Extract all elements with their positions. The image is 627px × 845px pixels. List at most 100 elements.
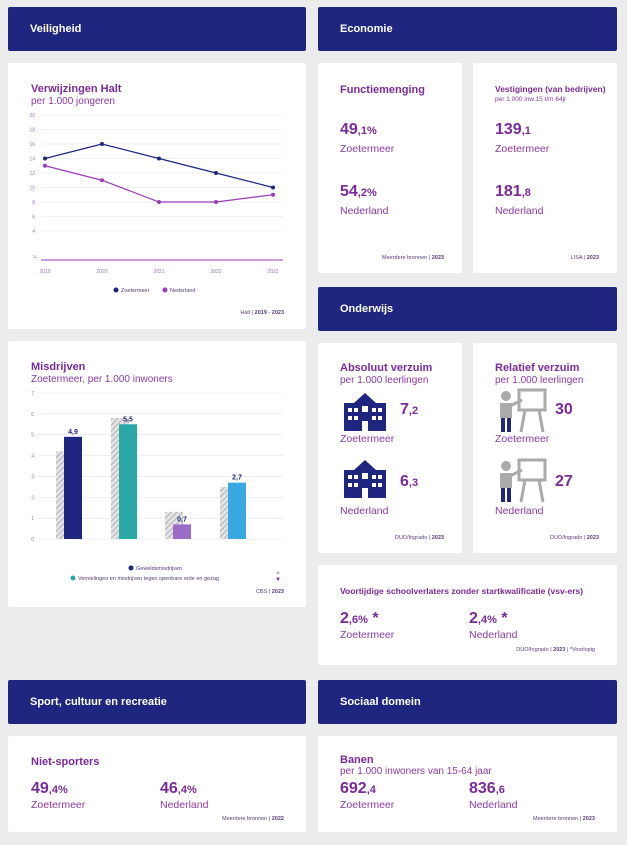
section-header-sociaal: Sociaal domein — [318, 680, 617, 724]
nietsporters-value-zoetermeer: 49,4% — [31, 780, 68, 797]
x-tick-label: 2023 — [267, 269, 278, 275]
vestigingen-value-nederland: 181,8 — [495, 183, 531, 200]
vestigingen-label-nederland: Nederland — [495, 205, 544, 217]
section-title: Onderwijs — [340, 303, 394, 315]
relatief-card: Relatief verzuim per 1.000 leerlingen 30… — [473, 343, 617, 553]
series-line-nederland — [44, 165, 274, 203]
banen-value-nederland: 836,6 — [469, 780, 505, 797]
legend-marker — [162, 287, 168, 293]
data-point — [157, 156, 161, 161]
data-point — [157, 200, 161, 204]
absoluut-label-zoetermeer: Zoetermeer — [340, 433, 395, 445]
halt-subtitle: per 1.000 jongeren — [31, 96, 115, 107]
absoluut-value-nederland: 6,3 — [400, 473, 419, 490]
vsv-title: Voortijdige schoolverlaters zonder start… — [340, 586, 584, 596]
legend-marker — [128, 565, 134, 571]
y-tick-label: 1 — [31, 516, 34, 522]
relatief-source: DUO/Ingrado | 2023 — [549, 535, 599, 541]
y-tick-label: 5 — [31, 433, 34, 439]
bar-vernieling — [173, 524, 191, 539]
nietsporters-label-zoetermeer: Zoetermeer — [31, 799, 86, 811]
legend-label: Vernielingen en misdrijven tegen openbar… — [78, 576, 219, 582]
section-title: Economie — [340, 23, 393, 35]
data-label: 2,7 — [232, 475, 242, 482]
data-point — [271, 185, 275, 190]
teacher-icon — [500, 458, 547, 503]
legend-label: Nederland — [170, 288, 195, 294]
nietsporters-source: Meerdere bronnen | 2022 — [221, 816, 284, 822]
x-tick-label: 2020 — [96, 269, 107, 275]
halt-card: Verwijzingen Halt per 1.000 jongeren 20 1… — [8, 63, 306, 329]
vestigingen-card: Vestigingen (van bedrijven) per 1.000 in… — [473, 63, 617, 273]
nietsporters-label-nederland: Nederland — [160, 799, 209, 811]
functiemenging-source: Meerdere bronnen | 2023 — [381, 255, 444, 261]
data-point — [271, 192, 275, 197]
y-tick-label: 8 — [32, 200, 35, 206]
bar-vernieling — [119, 424, 137, 539]
y-tick-label: 6 — [31, 412, 34, 418]
data-point — [100, 178, 104, 183]
section-title: Sociaal domein — [340, 696, 421, 708]
legend-marker — [70, 575, 76, 581]
vsv-value-nederland: 2,4% * — [469, 610, 508, 627]
axis-break-icon: ≈ — [33, 254, 37, 261]
relatief-label-nederland: Nederland — [495, 505, 544, 517]
banen-title: Banen — [340, 754, 374, 766]
legend-scroll-up-icon: ▲ — [275, 570, 281, 576]
section-header-economie: Economie — [318, 7, 617, 51]
halt-source: Halt | 2019 - 2023 — [240, 310, 284, 316]
absoluut-label-nederland: Nederland — [340, 505, 389, 517]
vestigingen-value-zoetermeer: 139,1 — [495, 121, 531, 138]
school-icon — [344, 393, 386, 431]
vestigingen-source: LISA | 2023 — [570, 255, 599, 261]
vsv-label-zoetermeer: Zoetermeer — [340, 629, 395, 641]
misdrijven-title: Misdrijven — [31, 361, 86, 373]
functiemenging-card: Functiemenging 49,1% Zoetermeer 54,2% Ne… — [318, 63, 462, 273]
functiemenging-value-zoetermeer: 49,1% — [340, 121, 377, 138]
y-tick-label: 18 — [29, 128, 35, 134]
section-header-veiligheid: Veiligheid — [8, 7, 306, 51]
vsv-label-nederland: Nederland — [469, 629, 518, 641]
banen-label-zoetermeer: Zoetermeer — [340, 799, 395, 811]
series-line-zoetermeer — [44, 143, 274, 189]
teacher-icon — [500, 388, 547, 433]
misdrijven-source: CBS | 2023 — [255, 589, 284, 595]
vestigingen-label-zoetermeer: Zoetermeer — [495, 143, 550, 155]
absoluut-card: Absoluut verzuim per 1.000 leerlingen 7,… — [318, 343, 462, 553]
y-tick-label: 6 — [32, 215, 35, 221]
absoluut-value-zoetermeer: 7,2 — [400, 401, 419, 418]
banen-value-zoetermeer: 692,4 — [340, 780, 376, 797]
functiemenging-title: Functiemenging — [340, 84, 425, 96]
data-point — [214, 171, 218, 175]
data-point — [43, 163, 47, 168]
functiemenging-label-zoetermeer: Zoetermeer — [340, 143, 395, 155]
functiemenging-label-nederland: Nederland — [340, 205, 389, 217]
banen-subtitle: per 1.000 inwoners van 15-64 jaar — [340, 766, 492, 777]
y-tick-label: 2 — [31, 495, 34, 501]
misdrijven-subtitle: Zoetermeer, per 1.000 inwoners — [31, 374, 173, 385]
y-tick-label: 12 — [29, 171, 35, 177]
absoluut-source: DUO/Ingrado | 2023 — [394, 535, 444, 541]
data-label: 4,9 — [68, 429, 78, 436]
relatief-label-zoetermeer: Zoetermeer — [495, 433, 550, 445]
nietsporters-card: Niet-sporters 49,4% Zoetermeer 46,4% Ned… — [8, 736, 306, 832]
vsv-value-zoetermeer: 2,6% * — [340, 610, 379, 627]
section-header-onderwijs: Onderwijs — [318, 287, 617, 331]
legend-scroll-down-icon: ▼ — [275, 577, 281, 583]
y-tick-label: 0 — [31, 537, 34, 543]
y-tick-label: 14 — [29, 157, 35, 163]
relatief-value-nederland: 27 — [555, 473, 573, 490]
banen-card: Banen per 1.000 inwoners van 15-64 jaar … — [318, 736, 617, 832]
y-tick-label: 3 — [31, 474, 34, 480]
y-tick-label: 4 — [32, 229, 35, 235]
relatief-subtitle: per 1.000 leerlingen — [495, 375, 584, 386]
legend-label: Zoetermeer — [121, 288, 150, 294]
y-tick-label: 7 — [31, 391, 34, 397]
absoluut-title: Absoluut verzuim — [340, 362, 433, 374]
data-label: 0,7 — [177, 516, 187, 523]
y-tick-label: 20 — [29, 113, 35, 119]
nietsporters-title: Niet-sporters — [31, 756, 100, 768]
bar-vernieling — [228, 482, 246, 539]
absoluut-subtitle: per 1.000 leerlingen — [340, 375, 429, 386]
x-tick-label: 2022 — [210, 269, 221, 275]
